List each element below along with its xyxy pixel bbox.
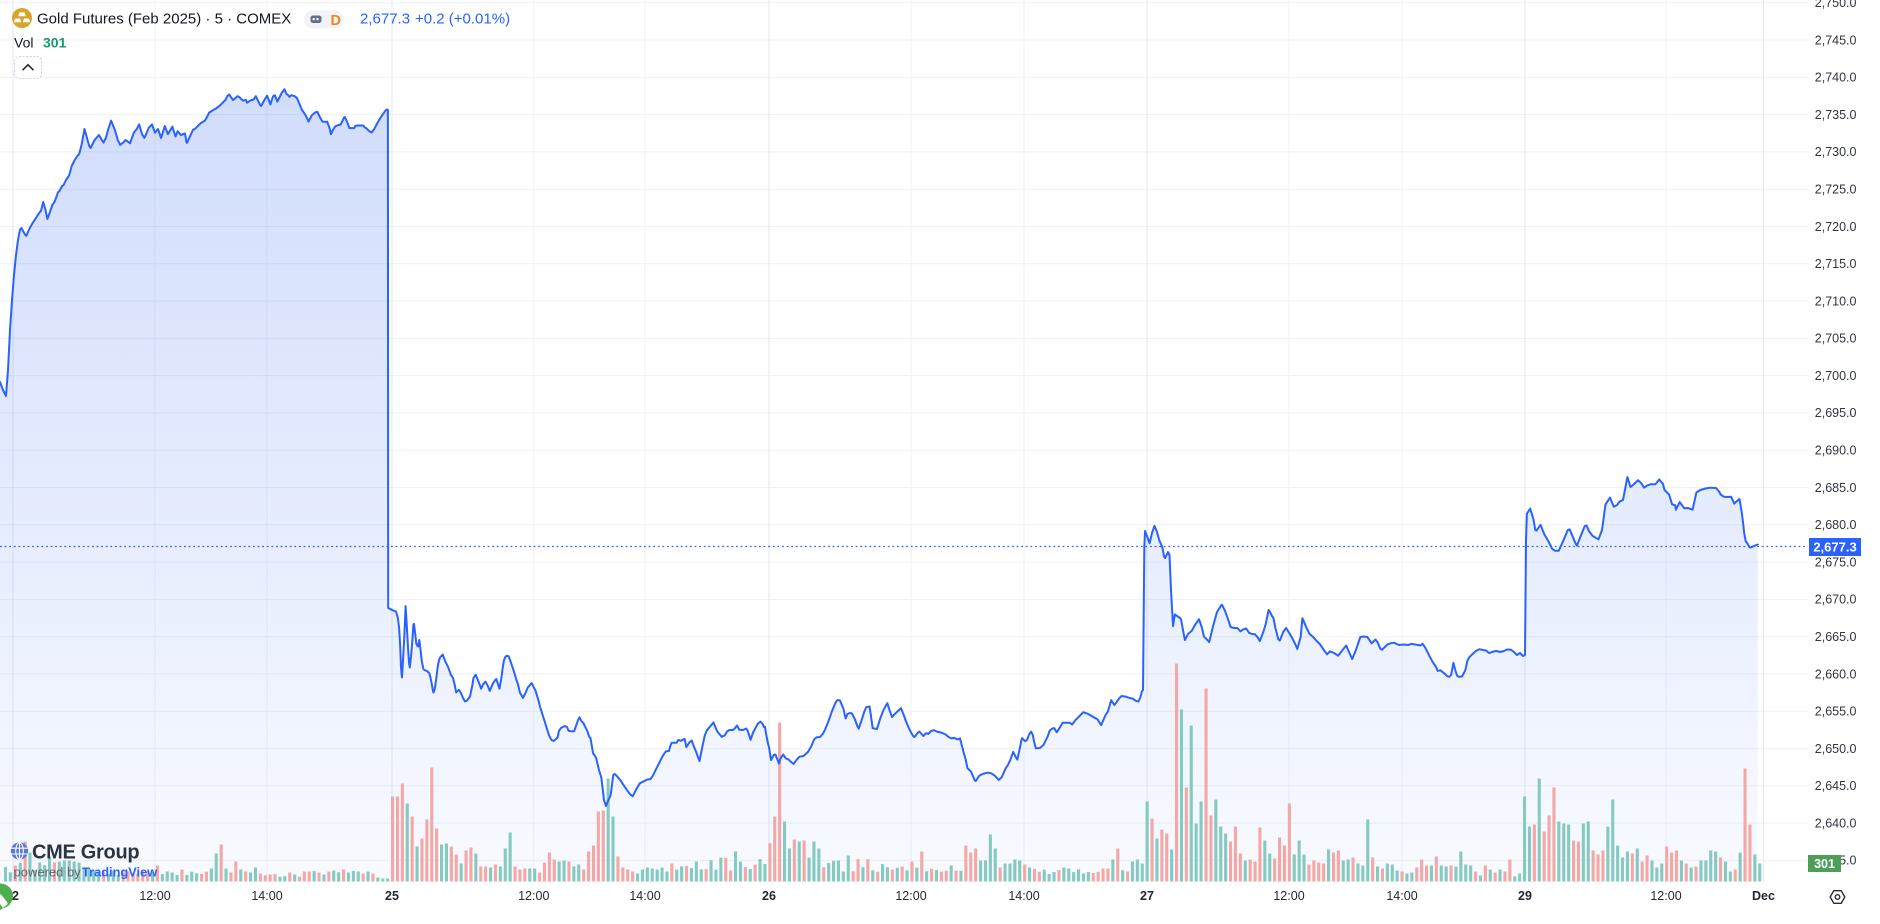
svg-text:25: 25 xyxy=(385,889,399,903)
svg-text:2,695.0: 2,695.0 xyxy=(1815,406,1857,420)
svg-text:powered by: powered by xyxy=(14,865,82,880)
svg-text:14:00: 14:00 xyxy=(1386,889,1417,903)
svg-text:2,740.0: 2,740.0 xyxy=(1815,71,1857,85)
svg-text:2,710.0: 2,710.0 xyxy=(1815,294,1857,308)
svg-text:12:00: 12:00 xyxy=(139,889,170,903)
svg-text:2,705.0: 2,705.0 xyxy=(1815,332,1857,346)
svg-text:2,745.0: 2,745.0 xyxy=(1815,33,1857,47)
svg-text:2,680.0: 2,680.0 xyxy=(1815,518,1857,532)
svg-text:14:00: 14:00 xyxy=(1008,889,1039,903)
svg-text:2,640.0: 2,640.0 xyxy=(1815,816,1857,830)
svg-text:12:00: 12:00 xyxy=(895,889,926,903)
svg-text:2,660.0: 2,660.0 xyxy=(1815,667,1857,681)
svg-text:2,690.0: 2,690.0 xyxy=(1815,444,1857,458)
svg-text:2,735.0: 2,735.0 xyxy=(1815,108,1857,122)
svg-text:14:00: 14:00 xyxy=(629,889,660,903)
svg-text:TradingView: TradingView xyxy=(82,865,157,880)
svg-text:301: 301 xyxy=(1814,857,1835,871)
svg-text:2,655.0: 2,655.0 xyxy=(1815,705,1857,719)
svg-text:2,650.0: 2,650.0 xyxy=(1815,742,1857,756)
svg-text:12:00: 12:00 xyxy=(1650,889,1681,903)
svg-text:26: 26 xyxy=(762,889,776,903)
svg-text:2,665.0: 2,665.0 xyxy=(1815,630,1857,644)
svg-text:2,730.0: 2,730.0 xyxy=(1815,145,1857,159)
svg-text:14:00: 14:00 xyxy=(251,889,282,903)
svg-text:2,725.0: 2,725.0 xyxy=(1815,183,1857,197)
svg-text:+0.2 (+0.01%): +0.2 (+0.01%) xyxy=(415,11,510,28)
svg-text:12:00: 12:00 xyxy=(518,889,549,903)
svg-text:2,685.0: 2,685.0 xyxy=(1815,481,1857,495)
svg-text:29: 29 xyxy=(1518,889,1532,903)
svg-text:Dec: Dec xyxy=(1752,889,1775,903)
svg-text:12:00: 12:00 xyxy=(1273,889,1304,903)
svg-text:2,675.0: 2,675.0 xyxy=(1815,555,1857,569)
svg-text:Vol: Vol xyxy=(14,35,33,51)
svg-text:Gold Futures (Feb 2025) · 5 ·: Gold Futures (Feb 2025) · 5 · COMEX xyxy=(37,11,291,28)
svg-text:2,677.3: 2,677.3 xyxy=(360,11,410,28)
svg-text:27: 27 xyxy=(1140,889,1154,903)
svg-text:D: D xyxy=(331,13,341,29)
svg-text:2,720.0: 2,720.0 xyxy=(1815,220,1857,234)
svg-text:2,670.0: 2,670.0 xyxy=(1815,593,1857,607)
svg-text:301: 301 xyxy=(43,35,67,51)
svg-text:CME Group: CME Group xyxy=(32,842,139,864)
svg-text:2,645.0: 2,645.0 xyxy=(1815,779,1857,793)
svg-text:2,750.0: 2,750.0 xyxy=(1815,0,1857,10)
svg-text:2,677.3: 2,677.3 xyxy=(1813,540,1856,555)
svg-text:2,715.0: 2,715.0 xyxy=(1815,257,1857,271)
svg-text:2,700.0: 2,700.0 xyxy=(1815,369,1857,383)
